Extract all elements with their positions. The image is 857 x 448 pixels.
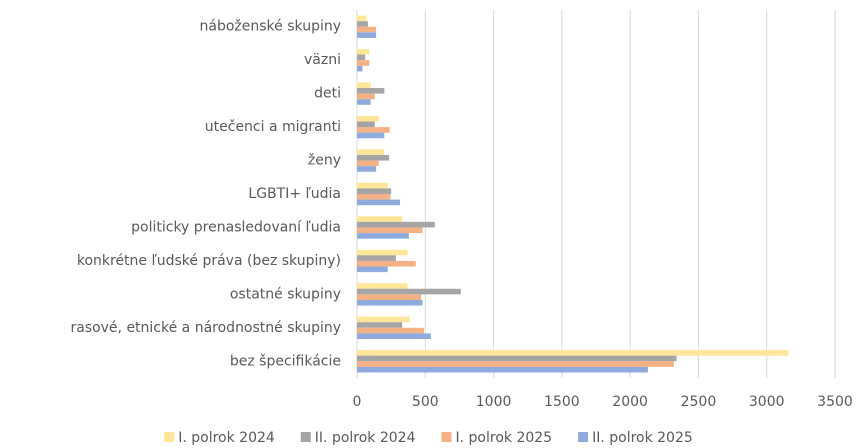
bar (357, 160, 379, 167)
bar (357, 199, 401, 206)
bar (357, 188, 392, 194)
bar (357, 115, 379, 122)
x-tick-label: 2500 (681, 394, 717, 410)
bar (357, 21, 368, 27)
x-tick-label: 1000 (476, 394, 512, 410)
bar (357, 99, 371, 105)
bar (357, 82, 371, 89)
bar (357, 366, 648, 373)
bar (357, 88, 385, 94)
x-tick-label: 3000 (749, 394, 785, 410)
legend-swatch (441, 432, 452, 442)
x-tick-label: 0 (353, 394, 362, 410)
bar (357, 166, 377, 172)
y-tick-label: väzni (304, 52, 341, 68)
bar (357, 93, 375, 100)
bar (357, 54, 366, 61)
bar (357, 294, 422, 300)
bar (357, 26, 377, 33)
legend-label: I. polrok 2025 (456, 430, 553, 446)
bar (357, 65, 363, 72)
bar (357, 361, 674, 367)
bar (357, 350, 789, 356)
y-tick-label: deti (314, 86, 341, 102)
y-tick-label: utečenci a migranti (205, 119, 341, 135)
bar (357, 249, 408, 256)
y-tick-label: politicky prenasledovaní ľudia (131, 219, 341, 235)
bar (357, 255, 396, 261)
bar (357, 127, 390, 133)
bar (357, 216, 403, 222)
bar (357, 121, 375, 128)
bar (357, 333, 431, 340)
bar (357, 182, 388, 189)
bar (357, 233, 409, 239)
legend-swatch (300, 432, 311, 442)
bar (357, 266, 388, 273)
legend-swatch (578, 432, 589, 442)
bar (357, 60, 370, 66)
bar (357, 288, 461, 295)
bar (357, 32, 377, 38)
x-tick-label: 3500 (817, 394, 853, 410)
y-tick-label: LGBTI+ ľudia (248, 186, 341, 202)
y-tick-label: bez špecifikácie (230, 353, 341, 369)
y-tick-label: ostatné skupiny (230, 286, 341, 302)
bar (357, 132, 385, 139)
y-tick-label: rasové, etnické a národnostné skupiny (70, 320, 341, 336)
bar (357, 260, 416, 267)
bar (357, 48, 370, 55)
legend-label: I. polrok 2024 (178, 430, 275, 446)
legend-label: II. polrok 2024 (315, 430, 416, 446)
bar (357, 227, 423, 234)
bar (357, 322, 403, 328)
y-tick-label: náboženské skupiny (200, 19, 341, 35)
bar (357, 15, 367, 22)
y-tick-label: konkrétne ľudské práva (bez skupiny) (77, 253, 341, 269)
bar (357, 149, 385, 155)
x-tick-label: 1500 (544, 394, 580, 410)
x-tick-label: 500 (412, 394, 439, 410)
y-tick-label: ženy (308, 153, 341, 169)
bar (357, 299, 423, 306)
bar (357, 316, 410, 323)
bar (357, 154, 390, 161)
x-tick-label: 2000 (612, 394, 648, 410)
bar (357, 194, 391, 200)
bar (357, 355, 677, 362)
bar (357, 221, 435, 228)
bar (357, 283, 408, 289)
legend-swatch (164, 432, 175, 442)
bar (357, 327, 424, 334)
legend-label: II. polrok 2025 (592, 430, 693, 446)
